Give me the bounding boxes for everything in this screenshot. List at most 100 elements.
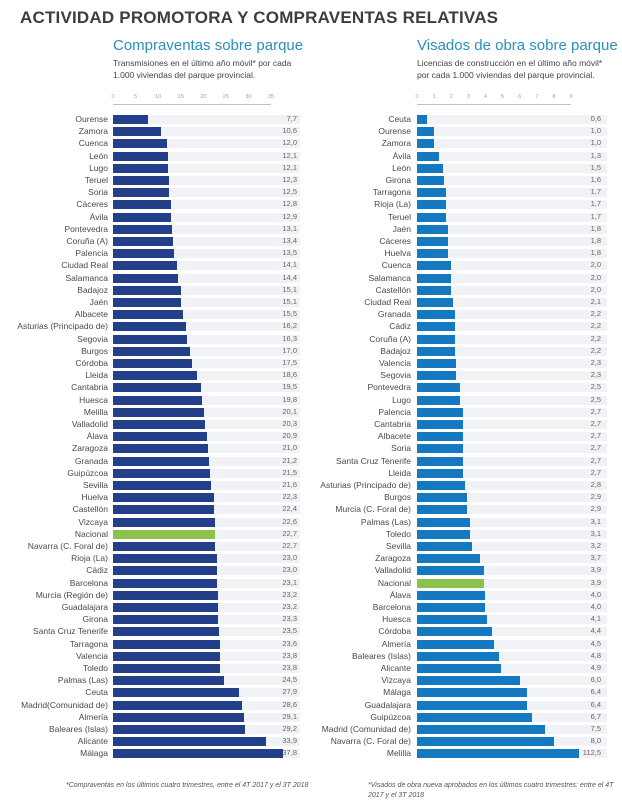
- bar: [417, 359, 457, 368]
- category-label: Granada: [74, 455, 108, 466]
- bar-track: [417, 468, 607, 478]
- bar: [417, 432, 464, 442]
- value-label: 20,1: [282, 406, 297, 416]
- bar: [113, 273, 178, 283]
- value-label: 8,0: [590, 736, 601, 746]
- right-chart-row: Navarra (C. Foral de) 8,0: [310, 735, 622, 747]
- bar-track: [417, 578, 607, 588]
- bar-track: [113, 273, 300, 283]
- bar-track: [113, 359, 300, 368]
- left-chart-row: Melilla 20,1: [0, 406, 310, 418]
- bar-track: [113, 176, 300, 185]
- right-chart-row: Albacete 2,7: [310, 430, 622, 442]
- bar: [113, 615, 219, 625]
- category-label: Teruel: [387, 211, 411, 222]
- category-label: Palmas (Las): [360, 516, 411, 527]
- value-label: 15,1: [282, 284, 297, 294]
- right-chart-row: Málaga 6,4: [310, 686, 622, 698]
- bar: [417, 651, 500, 661]
- value-label: 12,9: [282, 211, 297, 221]
- bar: [113, 212, 172, 222]
- bar-track: [113, 420, 300, 429]
- bar: [417, 176, 445, 185]
- value-label: 23,8: [282, 650, 297, 660]
- left-chart-row: Valencia 23,8: [0, 650, 310, 662]
- value-label: 1,8: [590, 236, 601, 245]
- bar: [417, 639, 494, 649]
- bar-track: [113, 188, 300, 198]
- bar: [113, 249, 174, 259]
- value-label: 2,0: [590, 260, 601, 270]
- bar: [113, 127, 161, 137]
- right-chart-row: Cuenca 2,0: [310, 259, 622, 271]
- category-label: Soria: [391, 443, 411, 454]
- bar-nacional: [113, 529, 216, 539]
- value-label: 2,7: [590, 419, 601, 428]
- category-label: Cádiz: [86, 565, 108, 576]
- left-axis-tick: 25: [222, 94, 229, 100]
- left-chart-row: Tarragona 23,6: [0, 638, 310, 650]
- bar: [113, 407, 204, 417]
- category-label: Girona: [385, 175, 411, 185]
- right-chart-row: Toledo 3,1: [310, 528, 622, 540]
- category-label: Huesca: [382, 614, 411, 625]
- left-chart-row: Madrid(Comunidad de) 28,6: [0, 699, 310, 711]
- category-label: Coruña (A): [66, 236, 108, 246]
- bar-track: [417, 273, 607, 283]
- bar: [113, 456, 209, 466]
- value-label: 112,5: [582, 748, 601, 758]
- value-label: 21,2: [282, 455, 297, 465]
- value-label: 23,3: [282, 614, 297, 624]
- category-label: Nacional: [377, 577, 411, 588]
- left-chart-row: Baleares (Islas) 29,2: [0, 723, 310, 735]
- value-label: 23,2: [282, 589, 297, 599]
- category-label: Ciudad Real: [364, 297, 411, 307]
- bar: [417, 481, 465, 490]
- value-label: 1,8: [590, 223, 601, 233]
- right-chart-row: Valencia 2,3: [310, 357, 622, 369]
- bar: [417, 456, 464, 466]
- category-label: Salamanca: [368, 272, 411, 283]
- category-label: Soria: [88, 187, 108, 198]
- category-label: Guipúzcoa: [67, 467, 108, 478]
- right-chart-row: Ceuta 0,6: [310, 113, 622, 125]
- bar: [113, 676, 224, 686]
- left-chart-row: Almería 29,1: [0, 711, 310, 723]
- category-label: Málaga: [80, 748, 108, 759]
- left-chart-row: Lugo 12,1: [0, 162, 310, 174]
- bar-track: [417, 627, 607, 637]
- category-label: Madrid (Comunidad de): [321, 724, 411, 734]
- left-chart-row: Huesca 19,8: [0, 394, 310, 406]
- bar: [113, 725, 245, 734]
- bar: [113, 505, 215, 515]
- right-chart-row: Rioja (La) 1,7: [310, 198, 622, 210]
- right-footnote: *Visados de obra nueva aprobados en los …: [368, 782, 614, 799]
- bar-track: [417, 481, 607, 490]
- value-label: 17,0: [282, 345, 297, 355]
- right-axis-tick: 2: [449, 94, 453, 100]
- category-label: Almería: [78, 711, 108, 722]
- value-label: 16,2: [282, 321, 297, 331]
- left-axis-tick: 0: [111, 94, 115, 100]
- value-label: 2,0: [590, 272, 601, 282]
- category-label: Lugo: [89, 162, 108, 173]
- right-chart-row: Nacional 3,9: [310, 577, 622, 589]
- bar-track: [417, 176, 607, 185]
- right-chart-row: Vizcaya 6,0: [310, 674, 622, 686]
- bar-track: [417, 359, 607, 368]
- category-label: Córdoba: [75, 358, 108, 368]
- value-label: 13,1: [282, 223, 297, 233]
- bar-track: [113, 261, 300, 271]
- right-chart-row: Segovia 2,3: [310, 369, 622, 381]
- bar-track: [113, 395, 300, 405]
- value-label: 21,5: [282, 467, 297, 477]
- category-label: Cuenca: [381, 260, 411, 271]
- category-label: Murcia (C. Foral de): [335, 504, 411, 515]
- left-axis-line: [113, 104, 271, 105]
- category-label: Melilla: [83, 406, 108, 417]
- left-chart-row: Toledo 23,8: [0, 662, 310, 674]
- bar: [417, 627, 493, 637]
- left-chart-row: Burgos 17,0: [0, 345, 310, 357]
- bar-track: [417, 542, 607, 551]
- left-chart-row: Córdoba 17,5: [0, 357, 310, 369]
